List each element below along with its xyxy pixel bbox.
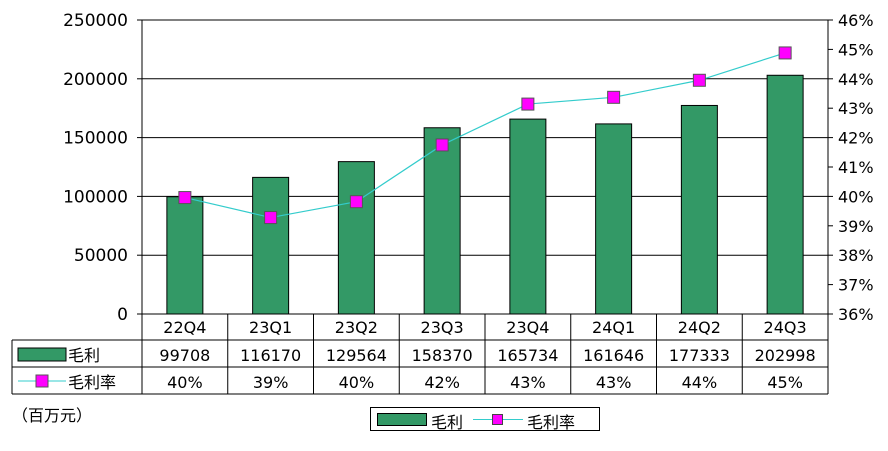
right-tick-label: 37% (838, 276, 874, 295)
bar (166, 196, 204, 315)
category-label: 23Q3 (421, 318, 464, 337)
table-row-label: 毛利 (68, 346, 100, 365)
left-tick-label: 100000 (63, 187, 128, 207)
table-value: 40% (167, 373, 203, 392)
legend-bar-label: 毛利 (431, 413, 464, 432)
table-value: 177333 (669, 346, 730, 365)
bar (595, 123, 633, 315)
line-marker (349, 195, 363, 209)
left-tick-label: 50000 (74, 246, 128, 266)
category-label: 24Q2 (678, 318, 721, 337)
bar (423, 127, 461, 315)
right-tick-label: 38% (838, 246, 874, 265)
right-tick-label: 43% (838, 99, 874, 118)
table-value: 40% (339, 373, 375, 392)
category-label: 22Q4 (163, 318, 206, 337)
table-value: 43% (596, 373, 632, 392)
legend-line-label: 毛利率 (527, 413, 576, 432)
legend-bar-swatch (377, 413, 427, 426)
right-tick-label: 36% (838, 305, 874, 324)
line-series (184, 52, 786, 219)
category-label: 23Q1 (249, 318, 292, 337)
line-marker (178, 191, 192, 205)
bar (766, 74, 804, 315)
table-marker-key (35, 374, 49, 388)
left-tick-label: 200000 (63, 70, 128, 90)
table-value: 158370 (412, 346, 473, 365)
line-marker (607, 90, 621, 104)
category-label: 23Q4 (506, 318, 549, 337)
right-tick-label: 40% (838, 187, 874, 206)
table-row-label: 毛利率 (68, 373, 116, 392)
line-marker (692, 73, 706, 87)
unit-label: （百万元） (12, 406, 93, 425)
plot-frame (141, 19, 829, 315)
right-tick-label: 42% (838, 129, 874, 148)
bar (252, 176, 290, 315)
bar (337, 161, 375, 315)
bar (509, 118, 547, 315)
bar (680, 104, 718, 315)
table-value: 39% (253, 373, 289, 392)
table-value: 45% (767, 373, 803, 392)
line-marker (264, 211, 278, 225)
table-value: 43% (510, 373, 546, 392)
left-tick-label: 250000 (63, 11, 128, 31)
table-bar-key (17, 347, 67, 362)
line-marker (521, 97, 535, 111)
line-marker (778, 46, 792, 60)
category-label: 24Q1 (592, 318, 635, 337)
left-tick-label: 0 (117, 305, 128, 325)
table-value: 99708 (159, 346, 210, 365)
right-tick-label: 41% (838, 158, 874, 177)
category-label: 24Q3 (764, 318, 807, 337)
table-value: 165734 (497, 346, 558, 365)
right-tick-label: 45% (838, 40, 874, 59)
line-marker (435, 138, 449, 152)
right-tick-label: 44% (838, 70, 874, 89)
table-value: 44% (682, 373, 718, 392)
right-tick-label: 39% (838, 217, 874, 236)
right-tick-label: 46% (838, 11, 874, 30)
legend: 毛利 毛利率 (370, 407, 600, 432)
table-value: 42% (424, 373, 460, 392)
table-value: 202998 (755, 346, 816, 365)
left-tick-label: 150000 (63, 129, 128, 149)
table-value: 116170 (240, 346, 301, 365)
table-value: 129564 (326, 346, 387, 365)
category-label: 23Q2 (335, 318, 378, 337)
legend-marker-swatch (492, 414, 503, 425)
table-value: 161646 (583, 346, 644, 365)
